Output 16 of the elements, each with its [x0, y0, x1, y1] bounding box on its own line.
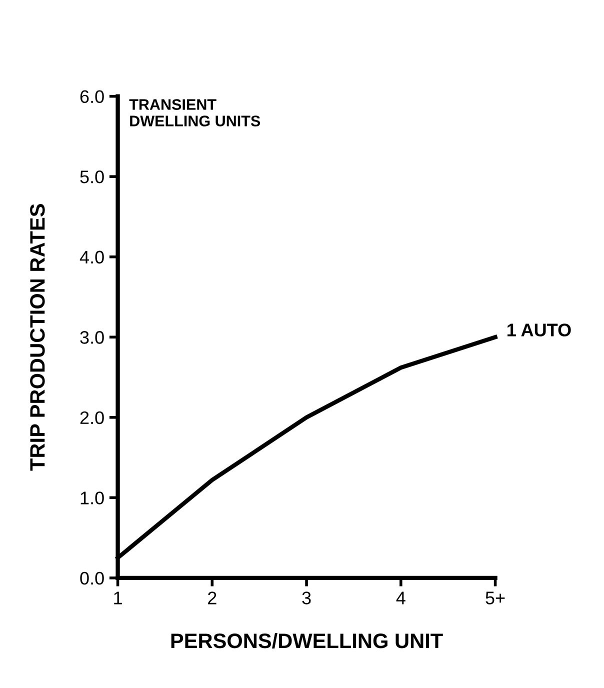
x-tick-label: 4 [396, 592, 406, 604]
x-tick-label: 2 [208, 592, 216, 604]
annotation: TRANSIENT DWELLING UNITS [129, 99, 260, 126]
x-tick-label: 3 [302, 592, 311, 604]
series-label: 1 AUTO [508, 324, 571, 336]
x-tick-label: 1 [114, 592, 122, 604]
x-axis-title: PERSONS/DWELLING UNIT [171, 632, 443, 648]
y-tick-label: 3.0 [80, 331, 104, 344]
y-tick-label: 0.0 [80, 572, 104, 585]
y-tick-label: 1.0 [80, 492, 104, 504]
y-tick-label: 6.0 [80, 90, 104, 104]
y-axis-title: TRIP PRODUCTION RATES [30, 204, 45, 471]
y-tick-label: 5.0 [80, 170, 104, 184]
y-tick-label: 4.0 [80, 250, 104, 264]
y-tick-label: 2.0 [80, 411, 104, 424]
x-tick-label: 5+ [486, 592, 505, 604]
